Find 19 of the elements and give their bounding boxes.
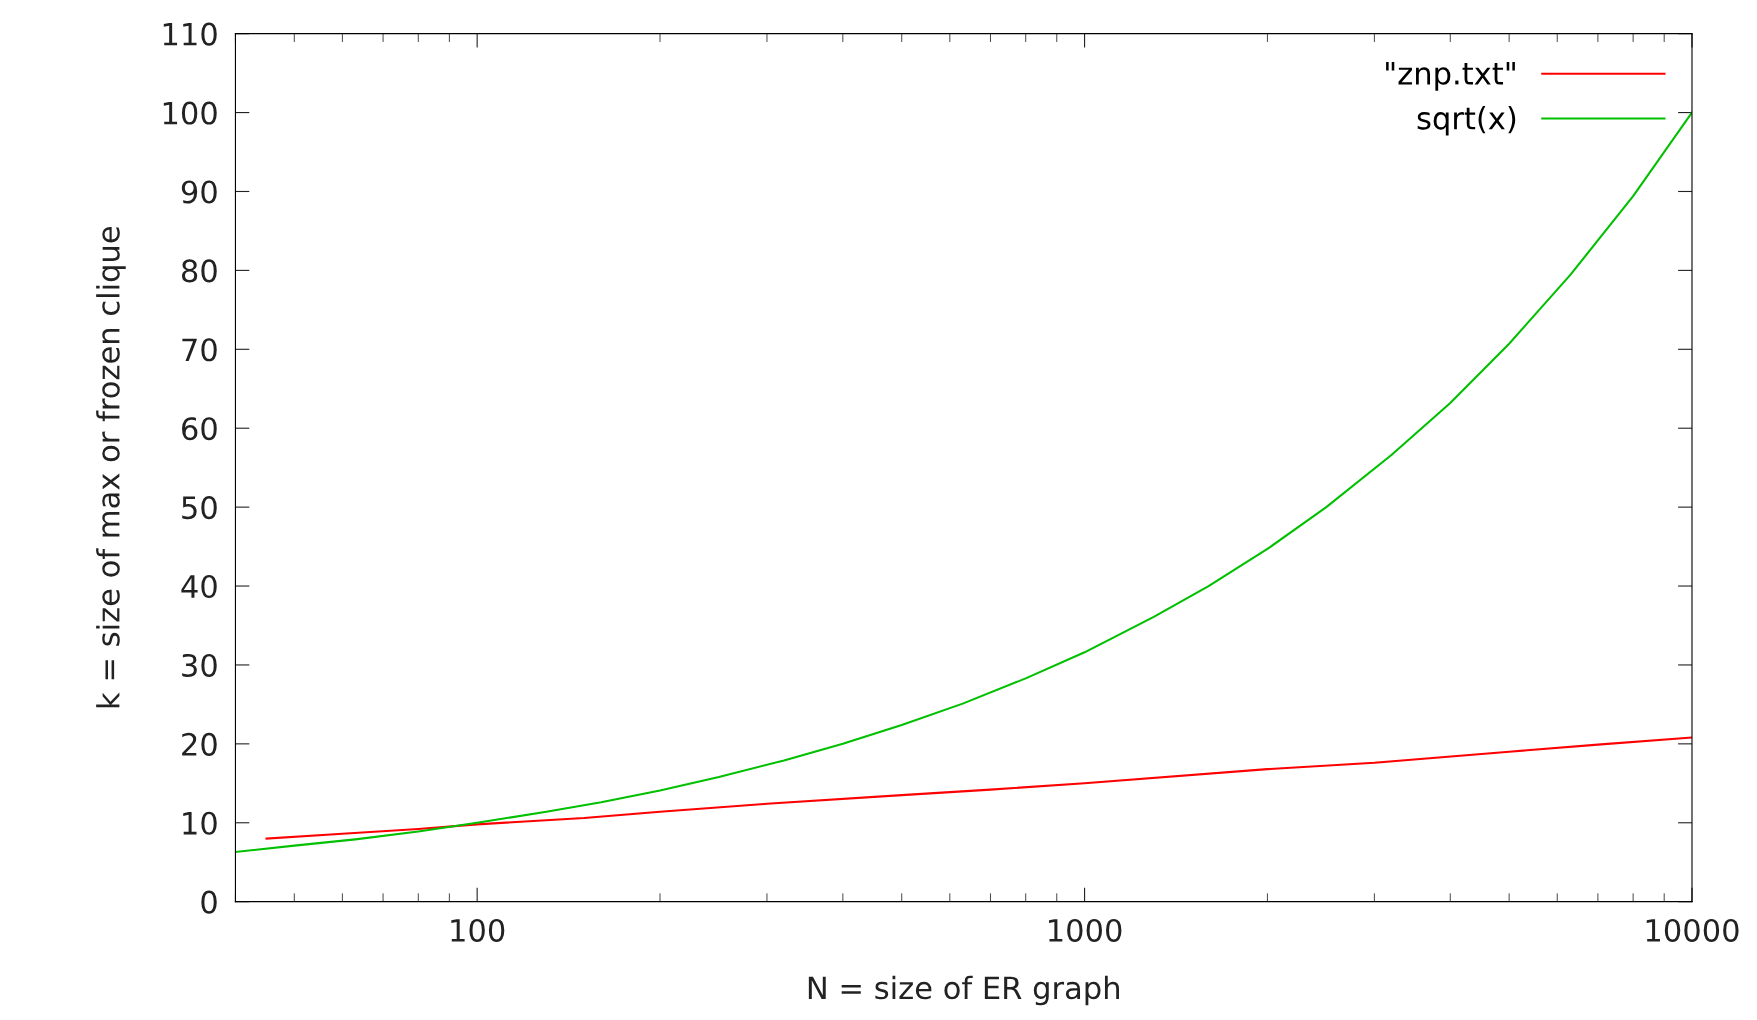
x-axis-title: N = size of ER graph [808, 975, 1119, 1006]
x-tick-label: 10000 [1646, 918, 1739, 942]
y-tick-label: 110 [163, 22, 217, 46]
y-tick-label: 80 [181, 259, 217, 283]
y-tick-label: 50 [182, 496, 217, 520]
y-tick-label: 60 [182, 417, 217, 441]
y-tick-label: 30 [182, 653, 217, 677]
y-axis-title: k = size of max or frozen clique [96, 226, 126, 708]
x-tick-label: 1000 [1049, 918, 1122, 942]
y-tick-label: 40 [181, 574, 217, 599]
y-tick-label: 70 [182, 338, 217, 362]
y-tick-label: 20 [182, 732, 217, 756]
y-tick-label: 90 [181, 180, 217, 204]
y-tick-label: 100 [163, 101, 217, 125]
y-tick-label: 0 [201, 890, 217, 914]
legend-label: sqrt(x) [1417, 106, 1516, 136]
x-tick-label: 100 [451, 918, 505, 942]
legend-label: "znp.txt" [1386, 62, 1515, 91]
y-tick-label: 10 [183, 811, 217, 835]
